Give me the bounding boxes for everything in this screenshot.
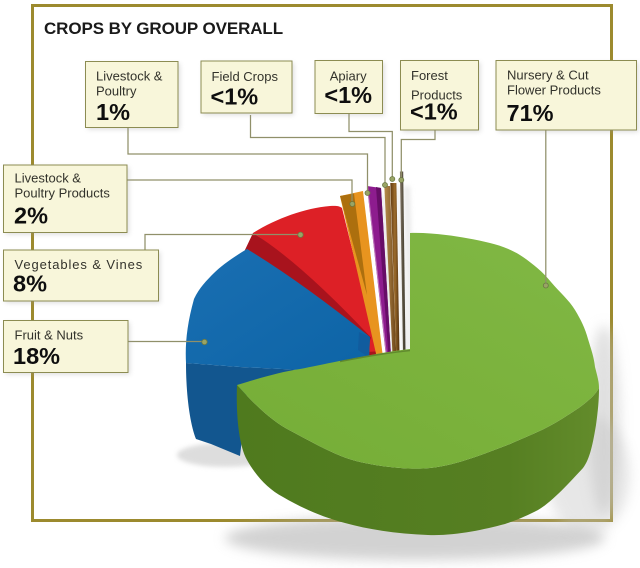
svg-text:Poultry: Poultry bbox=[96, 84, 137, 99]
svg-text:Fruit & Nuts: Fruit & Nuts bbox=[15, 328, 84, 343]
svg-text:Livestock &: Livestock & bbox=[96, 69, 163, 84]
svg-text:Nursery & Cut: Nursery & Cut bbox=[507, 68, 589, 83]
svg-text:Livestock &: Livestock & bbox=[15, 171, 82, 186]
svg-text:Apiary: Apiary bbox=[330, 69, 367, 84]
svg-text:71%: 71% bbox=[507, 100, 554, 126]
svg-text:<1%: <1% bbox=[324, 82, 372, 108]
svg-text:Products: Products bbox=[411, 88, 463, 103]
svg-text:2%: 2% bbox=[14, 203, 48, 229]
svg-text:Flower Products: Flower Products bbox=[507, 83, 601, 98]
svg-text:8%: 8% bbox=[13, 271, 47, 297]
svg-text:<1%: <1% bbox=[211, 84, 259, 110]
svg-text:18%: 18% bbox=[13, 343, 60, 369]
svg-text:Field Crops: Field Crops bbox=[212, 69, 279, 84]
svg-text:<1%: <1% bbox=[410, 99, 458, 125]
svg-text:Forest: Forest bbox=[411, 68, 448, 83]
svg-text:Vegetables & Vines: Vegetables & Vines bbox=[15, 257, 144, 272]
svg-text:CROPS BY GROUP OVERALL: CROPS BY GROUP OVERALL bbox=[44, 19, 283, 38]
svg-text:Poultry Products: Poultry Products bbox=[15, 186, 111, 201]
svg-text:1%: 1% bbox=[96, 99, 130, 125]
